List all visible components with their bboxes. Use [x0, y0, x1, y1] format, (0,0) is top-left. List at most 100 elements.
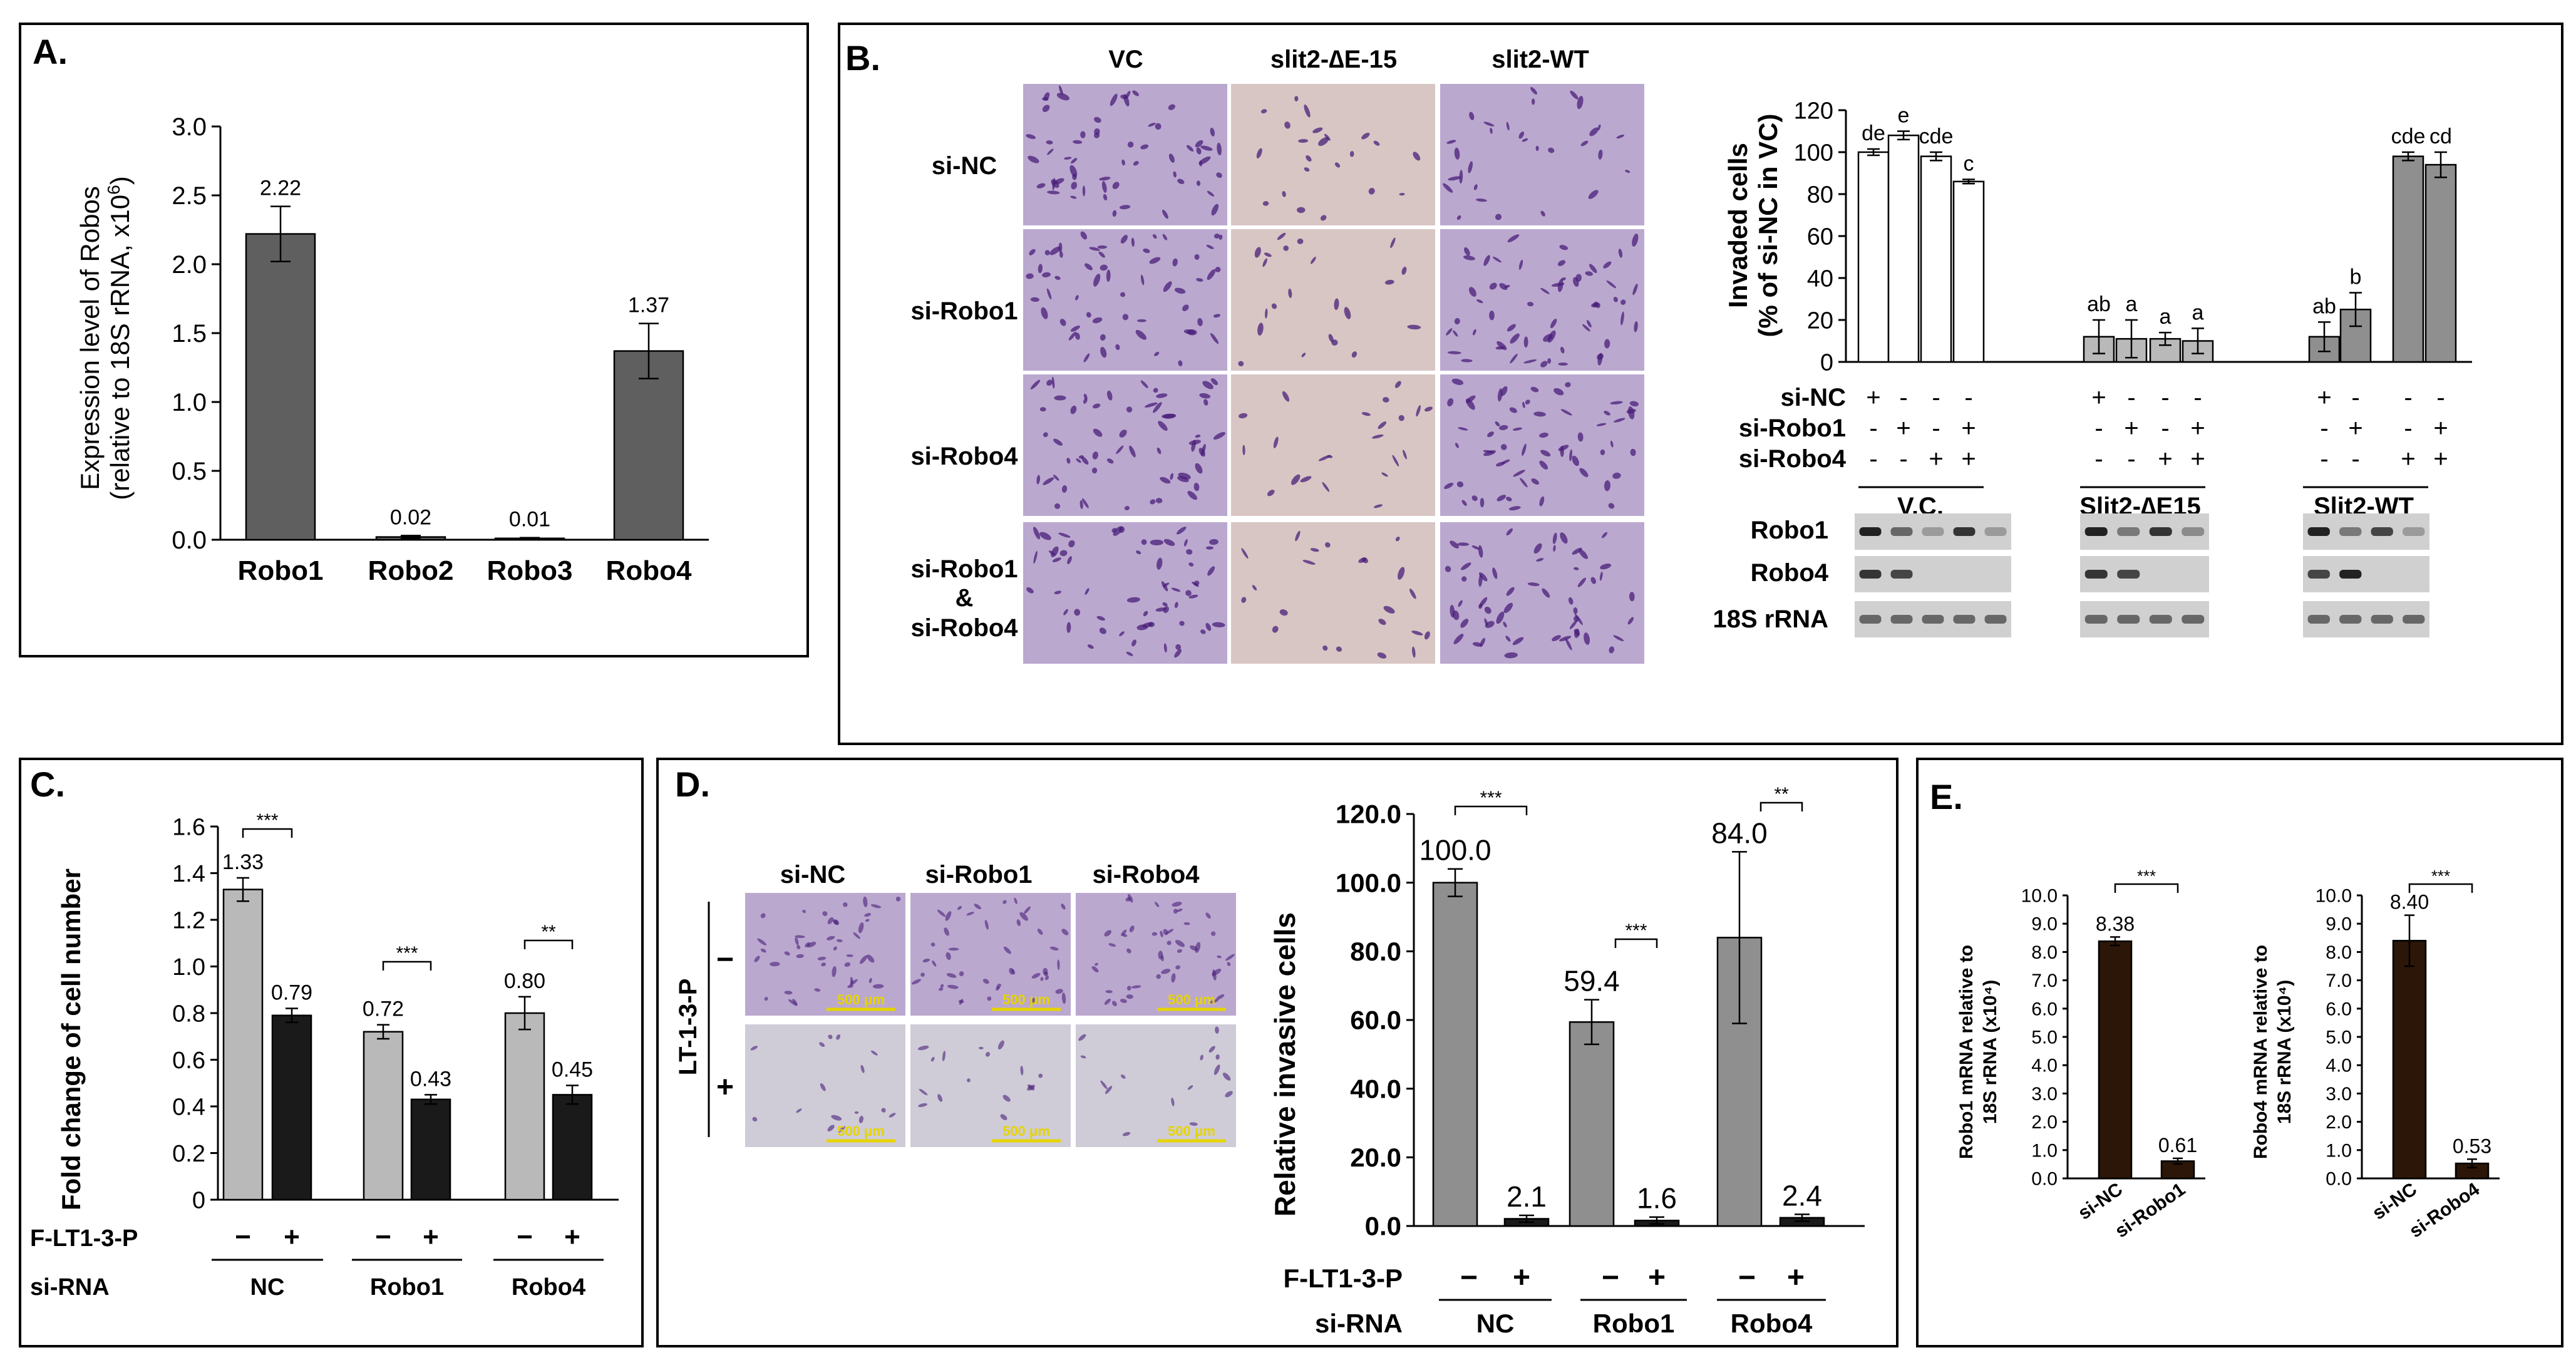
- panel-b-cell: [1254, 247, 1261, 258]
- panel-b-cell: [1530, 87, 1537, 95]
- panel-b-cell: [1291, 474, 1301, 485]
- panel-d-data-label: 59.4: [1564, 965, 1620, 997]
- panel-b-cell: [1157, 447, 1162, 455]
- panel-b-treat-signs: + - - -- + - +- - + ++ - - -- + - +- - + ++ - - -- + - +- - + +: [1866, 384, 2448, 473]
- panel-b-cell: [1155, 498, 1163, 503]
- panel-a-ytick-label: 0.0: [172, 527, 207, 554]
- panel-b-cell: [1271, 303, 1277, 309]
- panel-b-cell: [1490, 128, 1493, 134]
- panel-a-bar: [245, 233, 316, 541]
- panel-b-cell: [1195, 140, 1203, 148]
- panel-d-cell: [1212, 968, 1222, 976]
- panel-b-cell: [1560, 277, 1566, 281]
- panel-b-gel-band: [1984, 615, 2007, 624]
- panel-b-cell: [1472, 329, 1476, 336]
- panel-b-cell: [1331, 339, 1338, 346]
- panel-a-category-label: Robo2: [368, 555, 454, 586]
- panel-b-cell: [1472, 642, 1482, 647]
- panel-d-cell: [1027, 1084, 1036, 1091]
- panel-d-cell: [1175, 940, 1185, 947]
- panel-b-row-header-combo-1: si-Robo1: [910, 555, 1018, 583]
- panel-b-cell: [1163, 281, 1172, 292]
- panel-b-cell: [1413, 152, 1421, 161]
- panel-b-cell: [1473, 184, 1478, 190]
- panel-e1-sig-bracket: [2114, 883, 2179, 893]
- panel-b-cell: [1173, 171, 1177, 178]
- panel-d-cell: [828, 1034, 833, 1039]
- panel-b-cell: [1097, 245, 1107, 249]
- panel-b-cell: [1455, 442, 1459, 448]
- panel-b-cell: [1054, 276, 1061, 280]
- panel-b-cell: [1082, 185, 1086, 197]
- panel-e2-data-label: 8.40: [2390, 891, 2429, 914]
- panel-b-cell: [1298, 139, 1309, 143]
- panel-b-cell: [1383, 397, 1389, 403]
- panel-c-data-label: 0.43: [410, 1067, 451, 1091]
- panel-d-cell: [847, 984, 853, 988]
- panel-b-cell: [1066, 458, 1071, 464]
- panel-b-gel-band: [2403, 527, 2425, 536]
- panel-b-cell: [1163, 643, 1167, 653]
- panel-d-cell: [996, 986, 1000, 991]
- panel-b-cell: [1600, 564, 1612, 570]
- panel-b-cell: [1100, 264, 1108, 271]
- panel-b-treat-sign: +: [2190, 415, 2205, 442]
- panel-a-category-label: Robo3: [487, 555, 573, 586]
- panel-b-cell: [1092, 317, 1103, 324]
- panel-d-sig-robo4-stars: **: [1774, 784, 1789, 805]
- panel-b-cell: [1149, 257, 1161, 264]
- panel-d-group-label: Robo4: [1731, 1309, 1813, 1338]
- panel-a-ylabel-line1: Expression level of Robos: [75, 186, 105, 490]
- panel-b-cell: [1193, 482, 1200, 492]
- panel-d-cell: [865, 919, 870, 922]
- panel-d-cell: [1014, 897, 1018, 904]
- panel-b-cell: [1194, 254, 1200, 260]
- panel-c-data-label: 0.45: [552, 1058, 593, 1081]
- panel-b-cell: [1509, 407, 1517, 413]
- panel-e2-ytick-label: 10.0: [2316, 886, 2352, 907]
- panel-c-group-label: Robo4: [512, 1274, 585, 1301]
- panel-d-col-header-sirobo4: si-Robo4: [1092, 861, 1200, 889]
- panel-b-data-label: c: [1964, 152, 1974, 176]
- panel-b-cell: [1094, 116, 1101, 123]
- panel-b-cell: [1398, 415, 1404, 421]
- panel-b-cell: [1126, 651, 1133, 656]
- panel-b-treat-sign: +: [1961, 445, 1976, 473]
- panel-c-ytick-label: 1.6: [172, 814, 205, 840]
- panel-b-cell: [1157, 557, 1163, 570]
- panel-d-sig-nc-bracket: [1454, 805, 1528, 815]
- panel-b-cell: [1155, 123, 1162, 130]
- panel-b-cell: [1557, 279, 1564, 292]
- panel-b-gel-band: [2117, 570, 2140, 579]
- panel-b-cell: [1026, 134, 1036, 140]
- panel-b-treat-sign: -: [2161, 415, 2169, 442]
- panel-b-ytick-label: 80: [1807, 182, 1833, 208]
- panel-b-cell: [1453, 330, 1458, 337]
- panel-b-cell: [1148, 122, 1156, 127]
- panel-d-cell: [858, 1116, 863, 1123]
- panel-c-ylabel: Fold change of cell number: [56, 868, 86, 1210]
- panel-b-cell: [1512, 427, 1522, 431]
- panel-b-gel-band: [2307, 615, 2330, 624]
- panel-d-cell: [917, 1045, 929, 1051]
- panel-b-cell: [1129, 445, 1136, 458]
- panel-e2-ylabel-line2: 18S rRNA (x10⁴): [2274, 980, 2295, 1124]
- panel-d-sig-robo1-stars: ***: [1625, 920, 1647, 941]
- panel-d-row-sign-minus: −: [716, 943, 734, 976]
- panel-b-micrograph: [1023, 522, 1227, 664]
- panel-b-cell: [1407, 324, 1421, 330]
- panel-b-cell: [1466, 398, 1475, 410]
- panel-a-category-label: Robo4: [606, 555, 692, 586]
- panel-b-cell: [1052, 557, 1061, 562]
- panel-d-cell: [1120, 1074, 1126, 1079]
- panel-b-cell: [1216, 172, 1222, 178]
- panel-b-cell: [1618, 249, 1623, 258]
- panel-d-cell: [895, 896, 901, 902]
- panel-e1-sig-stars: ***: [2137, 867, 2156, 885]
- panel-b-cell: [1478, 603, 1483, 609]
- panel-b-cell: [1392, 455, 1399, 466]
- panel-b-data-label: ab: [2312, 294, 2336, 318]
- panel-b-cell: [1213, 314, 1221, 318]
- panel-d-col-header-sinc: si-NC: [780, 861, 845, 889]
- panel-b-cell: [1604, 480, 1610, 492]
